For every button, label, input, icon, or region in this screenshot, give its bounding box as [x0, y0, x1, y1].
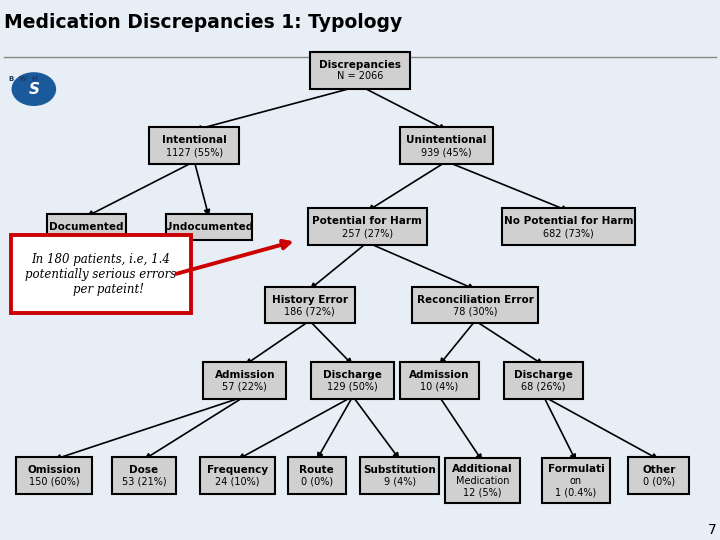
- FancyBboxPatch shape: [400, 362, 479, 399]
- FancyBboxPatch shape: [400, 127, 493, 164]
- Text: 186 (72%): 186 (72%): [284, 306, 335, 316]
- Text: 78 (30%): 78 (30%): [453, 306, 498, 316]
- Text: Frequency: Frequency: [207, 465, 268, 475]
- Text: Intentional: Intentional: [162, 136, 227, 145]
- Text: 7: 7: [708, 523, 716, 537]
- Circle shape: [12, 73, 55, 105]
- Text: 24 (10%): 24 (10%): [215, 476, 260, 487]
- FancyBboxPatch shape: [503, 208, 636, 245]
- Text: Reconciliation Error: Reconciliation Error: [417, 295, 534, 305]
- Text: Omission: Omission: [27, 465, 81, 475]
- FancyBboxPatch shape: [112, 457, 176, 494]
- Text: Discharge: Discharge: [323, 370, 382, 380]
- FancyBboxPatch shape: [265, 287, 355, 323]
- Text: Discharge: Discharge: [514, 370, 573, 380]
- FancyBboxPatch shape: [445, 458, 521, 503]
- Text: 682 (73%): 682 (73%): [544, 228, 594, 238]
- FancyBboxPatch shape: [628, 457, 690, 494]
- FancyBboxPatch shape: [412, 287, 539, 323]
- Text: History Error: History Error: [271, 295, 348, 305]
- FancyBboxPatch shape: [47, 214, 126, 240]
- Text: 0 (0%): 0 (0%): [643, 476, 675, 487]
- Text: 53 (21%): 53 (21%): [122, 476, 166, 487]
- FancyBboxPatch shape: [310, 52, 410, 89]
- Text: Additional: Additional: [452, 464, 513, 474]
- Text: 1 (0.4%): 1 (0.4%): [555, 487, 597, 497]
- FancyBboxPatch shape: [288, 457, 346, 494]
- Text: Admission: Admission: [409, 370, 469, 380]
- FancyBboxPatch shape: [360, 457, 439, 494]
- Text: 57 (22%): 57 (22%): [222, 382, 267, 392]
- Text: 0 (0%): 0 (0%): [301, 476, 333, 487]
- Text: 129 (50%): 129 (50%): [328, 382, 378, 392]
- Text: 257 (27%): 257 (27%): [341, 228, 393, 238]
- FancyBboxPatch shape: [204, 362, 287, 399]
- Text: 939 (45%): 939 (45%): [421, 147, 472, 157]
- Text: Undocumented: Undocumented: [164, 222, 253, 232]
- FancyBboxPatch shape: [150, 127, 239, 164]
- FancyBboxPatch shape: [11, 235, 191, 313]
- Text: Formulati: Formulati: [548, 464, 604, 474]
- Text: Route: Route: [300, 465, 334, 475]
- Text: 150 (60%): 150 (60%): [29, 476, 79, 487]
- Text: Dose: Dose: [130, 465, 158, 475]
- Text: Admission: Admission: [215, 370, 275, 380]
- FancyBboxPatch shape: [542, 458, 611, 503]
- FancyBboxPatch shape: [308, 208, 426, 245]
- Text: Medication: Medication: [456, 476, 509, 485]
- FancyBboxPatch shape: [311, 362, 395, 399]
- Text: No Potential for Harm: No Potential for Harm: [504, 217, 634, 226]
- Text: In 180 patients, i.e, 1.4
potentially serious errors
    per pateint!: In 180 patients, i.e, 1.4 potentially se…: [25, 253, 176, 295]
- Text: 9 (4%): 9 (4%): [384, 476, 415, 487]
- Text: Substitution: Substitution: [363, 465, 436, 475]
- Text: Unintentional: Unintentional: [406, 136, 487, 145]
- Text: Medication Discrepancies 1: Typology: Medication Discrepancies 1: Typology: [4, 14, 402, 32]
- Text: N = 2066: N = 2066: [337, 71, 383, 82]
- Text: Documented: Documented: [49, 222, 124, 232]
- Text: 12 (5%): 12 (5%): [463, 487, 502, 497]
- FancyBboxPatch shape: [16, 457, 92, 494]
- Text: Potential for Harm: Potential for Harm: [312, 217, 422, 226]
- Text: 10 (4%): 10 (4%): [420, 382, 459, 392]
- FancyBboxPatch shape: [200, 457, 275, 494]
- FancyBboxPatch shape: [504, 362, 583, 399]
- Text: Other: Other: [642, 465, 675, 475]
- Text: 68 (26%): 68 (26%): [521, 382, 566, 392]
- Text: 1127 (55%): 1127 (55%): [166, 147, 223, 157]
- Text: on: on: [570, 476, 582, 485]
- Text: S: S: [28, 82, 40, 97]
- Text: Discrepancies: Discrepancies: [319, 60, 401, 70]
- FancyBboxPatch shape: [166, 214, 252, 240]
- Text: B  W  H: B W H: [9, 76, 37, 82]
